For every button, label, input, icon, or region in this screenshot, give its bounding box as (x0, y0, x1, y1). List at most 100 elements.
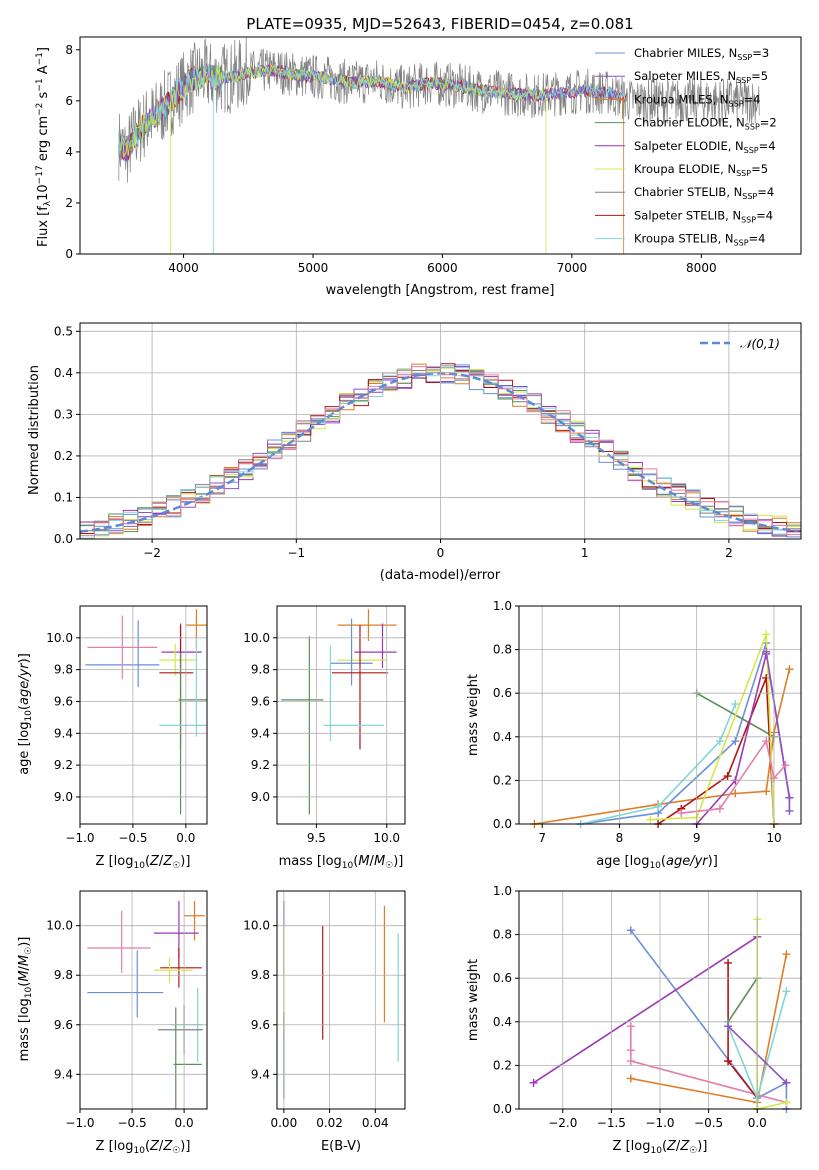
x-tick-label: −0.5 (118, 831, 147, 845)
spectrum-line (118, 63, 627, 155)
y-tick-label: 0.4 (493, 1015, 512, 1029)
plus-marker (762, 647, 771, 656)
x-tick-label: 0.00 (270, 1116, 297, 1130)
y-tick-label: 0.0 (54, 532, 73, 546)
y-tick-label: 4 (65, 145, 73, 159)
y-tick-label: 0.1 (54, 490, 73, 504)
errorbar-point (158, 1004, 203, 1055)
plus-marker (781, 761, 790, 770)
legend-label: Kroupa STELIB, NSSP=4 (634, 232, 765, 248)
x-tick-label: 10 (766, 831, 781, 845)
mass-vs-EBV-panel: 0.00 0.02 0.04 9.4 9.6 9.8 10.0 E(B-V) (243, 890, 406, 1154)
legend-label: Chabrier STELIB, NSSP=4 (634, 185, 774, 201)
errorbar-point (160, 947, 202, 988)
residuals-legend: 𝒩(0,1) (700, 337, 780, 351)
x-tick-label: 2 (725, 546, 733, 560)
errorbar-point (87, 950, 164, 1018)
y-tick-label: 0.2 (54, 449, 73, 463)
plus-marker (723, 772, 732, 781)
plus-marker (762, 673, 771, 682)
y-tick-label: 0.6 (493, 686, 512, 700)
y-tick-label: 8 (65, 43, 73, 57)
mass-weight-vs-age-ticks: 7 8 9 10 0.0 0.2 0.4 0.6 0.8 1.0 (493, 599, 802, 845)
y-tick-label: 0.8 (493, 928, 512, 942)
mass-weight-vs-age-panel: 7 8 9 10 0.0 0.2 0.4 0.6 0.8 1.0 age [log10(age/y… (466, 599, 802, 871)
spectrum-legend: Chabrier MILES, NSSP=3 Salpeter MILES, NS… (595, 46, 777, 248)
x-tick-label: 7000 (557, 261, 588, 275)
plus-marker (654, 802, 663, 811)
legend-label: Salpeter MILES, NSSP=5 (634, 69, 768, 85)
errorbar-point (354, 623, 397, 669)
errorbar-point (337, 609, 397, 642)
errorbar-point (337, 644, 387, 677)
y-tick-label: 1.0 (493, 884, 512, 898)
y-tick-label: 9.6 (251, 694, 270, 708)
plus-marker (762, 787, 771, 796)
mass-vs-EBV-errorbars (283, 900, 399, 1100)
y-tick-label: 0.6 (493, 971, 512, 985)
y-tick-label: 10.0 (243, 919, 270, 933)
x-tick-label: −1 (287, 546, 305, 560)
y-tick-label: 9.4 (54, 1067, 73, 1081)
residuals-ylabel: Normed distribution (27, 365, 42, 495)
y-tick-label: 9.0 (251, 790, 270, 804)
x-tick-label: 8 (616, 831, 624, 845)
legend-label: Chabrier ELODIE, NSSP=2 (634, 116, 777, 132)
mass-vs-Z-ticks: −1.0 −0.5 0.0 9.4 9.6 9.8 10.0 (46, 890, 208, 1130)
age-vs-mass-errorbars (281, 609, 397, 815)
y-tick-label: 0.0 (493, 817, 512, 831)
mass-weight-vs-Z-xlabel: Z [log10(Z/Z☉)] (613, 1139, 708, 1156)
mass-weight-line (580, 642, 767, 825)
mass-weight-line (533, 936, 758, 1084)
plus-marker (785, 806, 794, 815)
mass-weight-line (630, 929, 788, 1109)
plus-marker (782, 950, 791, 959)
mass-weight-vs-age-lines (530, 630, 794, 828)
y-tick-label: 10.0 (243, 631, 270, 645)
age-vs-Z-xlabel: Z [log10(Z/Z☉)] (96, 854, 191, 871)
x-tick-label: 0.02 (316, 1116, 343, 1130)
mass-weight-vs-Z-ylabel: mass weight (466, 959, 481, 1041)
errorbar-point (161, 623, 202, 669)
plus-marker (731, 737, 740, 746)
x-tick-label: 10.0 (373, 831, 400, 845)
mass-weight-line (696, 653, 791, 825)
y-tick-label: 0.3 (54, 407, 73, 421)
plus-marker (646, 815, 655, 824)
plus-marker (626, 1057, 635, 1066)
y-tick-label: 10.0 (46, 919, 73, 933)
y-tick-label: 9.6 (54, 1018, 73, 1032)
legend-label: 𝒩(0,1) (740, 337, 780, 351)
x-tick-label: 8000 (686, 261, 717, 275)
residuals-panel: −2 −1 0 1 2 0.0 0.1 0.2 0.3 0.4 0.5 (data-model)/e… (27, 322, 802, 583)
y-tick-label: 9.0 (54, 790, 73, 804)
mass-vs-Z-errorbars (87, 900, 205, 1109)
axes-frame (518, 605, 802, 825)
y-tick-label: 1.0 (493, 599, 512, 613)
errorbar-point (159, 637, 207, 737)
spectrum-lines (118, 37, 760, 254)
x-tick-label: 5000 (298, 261, 329, 275)
axes-frame (79, 890, 208, 1110)
x-tick-label: 0.04 (362, 1116, 389, 1130)
residuals-ticks: −2 −1 0 1 2 0.0 0.1 0.2 0.3 0.4 0.5 (54, 322, 802, 560)
plus-marker (785, 793, 794, 802)
y-tick-label: 9.6 (54, 694, 73, 708)
plus-marker (626, 926, 635, 935)
errorbar-point (87, 910, 151, 973)
x-tick-label: 0.0 (176, 831, 195, 845)
plus-marker (782, 1078, 791, 1087)
x-tick-label: 0 (437, 546, 445, 560)
y-tick-label: 0.2 (493, 1058, 512, 1072)
plus-marker (626, 1074, 635, 1083)
y-tick-label: 6 (65, 94, 73, 108)
y-tick-label: 2 (65, 196, 73, 210)
x-tick-label: −1.0 (645, 1116, 674, 1130)
plus-marker (715, 737, 724, 746)
y-tick-label: 9.4 (54, 726, 73, 740)
y-tick-label: 0 (65, 247, 73, 261)
x-tick-label: −1.5 (597, 1116, 626, 1130)
y-tick-label: 0.4 (493, 730, 512, 744)
plus-marker (626, 1022, 635, 1031)
age-vs-Z-panel: −1.0 −0.5 0.0 9.0 9.2 9.4 9.6 9.8 10.0 Z [log10(… (17, 605, 208, 871)
